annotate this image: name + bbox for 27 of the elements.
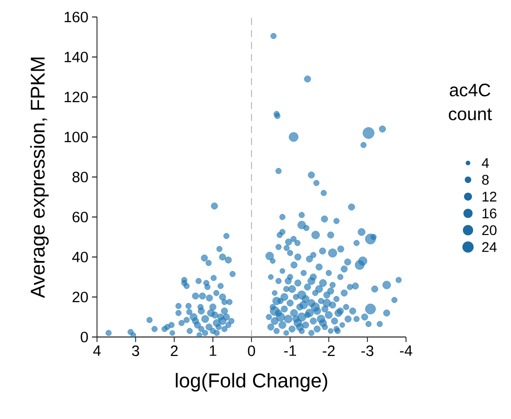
y-tick-label: 120 — [64, 92, 88, 102]
x-tick-label: 2 — [170, 346, 178, 356]
x-tick-label: -1 — [284, 346, 296, 356]
y-tick-label: 60 — [72, 212, 88, 222]
x-tick-label: 3 — [132, 346, 140, 356]
y-tick-label: 100 — [64, 132, 88, 142]
x-tick-label: -3 — [361, 346, 374, 356]
x-tick-label: -4 — [400, 346, 412, 356]
legend-label: 16 — [482, 208, 496, 218]
x-axis-title: log(Fold Change) — [176, 372, 328, 392]
x-tick-label: 1 — [210, 346, 216, 356]
y-tick-label: 0 — [80, 332, 88, 342]
y-tick-label: 80 — [72, 172, 88, 182]
y-tick-label: 20 — [72, 292, 88, 302]
legend-label: 8 — [482, 174, 489, 185]
y-tick-label: 140 — [64, 52, 88, 62]
legend-title: ac4C count — [448, 84, 492, 120]
y-tick-label: 160 — [64, 12, 88, 22]
legend-label: 24 — [482, 242, 497, 252]
y-tick-label: 40 — [72, 252, 88, 262]
legend-label: 20 — [482, 225, 496, 236]
x-tick-label: 4 — [93, 346, 101, 356]
legend-label: 4 — [482, 158, 489, 168]
y-axis-title: Average expression, FPKM — [30, 58, 49, 298]
x-tick-label: 0 — [248, 346, 256, 356]
x-tick-label: -2 — [322, 346, 335, 356]
legend-label: 12 — [482, 192, 496, 202]
